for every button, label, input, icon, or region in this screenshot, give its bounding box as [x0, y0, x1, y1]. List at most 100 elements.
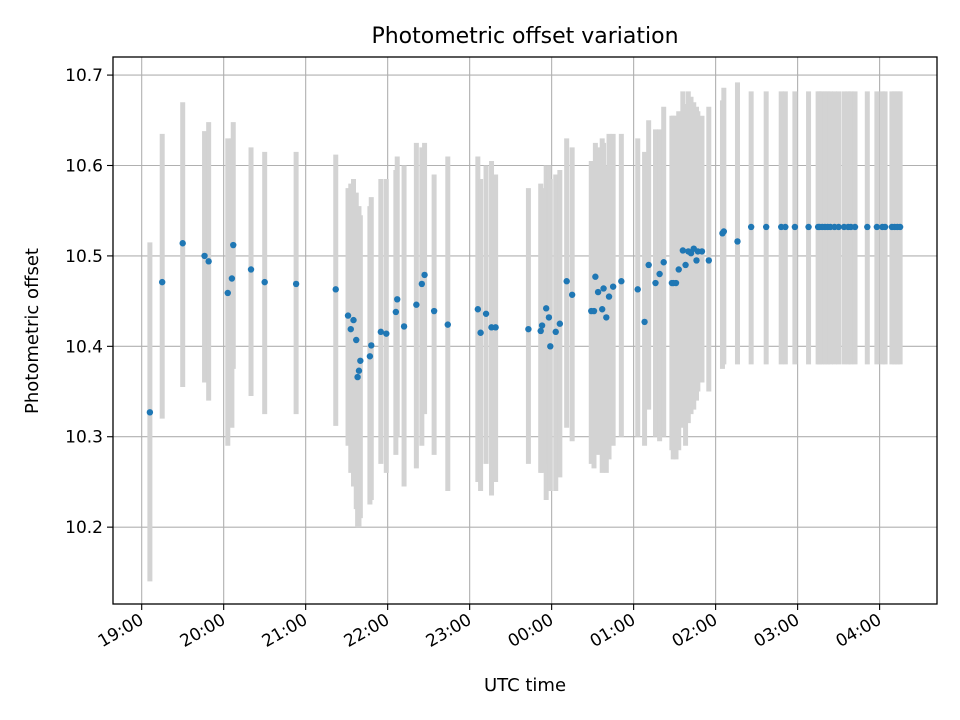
data-point: [782, 223, 789, 231]
data-point: [693, 257, 700, 264]
data-point: [477, 329, 484, 336]
x-tick-label: 00:00: [505, 610, 557, 652]
data-point: [592, 273, 599, 280]
x-tick-label: 04:00: [833, 610, 885, 652]
x-tick-label: 23:00: [423, 610, 475, 652]
data-point: [537, 327, 544, 335]
data-point: [158, 278, 166, 286]
data-point: [590, 307, 598, 315]
y-tick-label: 10.5: [65, 247, 103, 267]
data-point: [418, 280, 426, 288]
data-point: [383, 330, 390, 337]
error-bars: [147, 82, 903, 582]
data-point: [430, 307, 438, 315]
data-point: [652, 279, 659, 287]
data-point: [366, 353, 374, 360]
data-point: [552, 328, 559, 336]
y-tick-label: 10.6: [65, 156, 103, 176]
data-point: [645, 261, 652, 269]
data-point: [881, 223, 889, 231]
y-tick-label: 10.3: [65, 428, 103, 448]
data-point: [368, 342, 375, 349]
data-point: [556, 320, 564, 327]
data-point: [205, 258, 212, 265]
data-point: [394, 296, 401, 303]
data-point: [634, 286, 641, 293]
data-point: [873, 223, 881, 231]
data-point: [538, 322, 546, 329]
data-point: [641, 318, 648, 326]
x-tick-label: 01:00: [587, 610, 639, 652]
x-axis: 19:00 20:00 21:00 22:00 23:00 00:00 01:00 02:00…: [95, 604, 885, 652]
data-point: [377, 328, 385, 336]
data-point: [230, 241, 237, 249]
data-point: [594, 288, 602, 296]
data-point: [896, 223, 904, 231]
y-tick-label: 10.4: [65, 337, 103, 357]
data-point: [747, 223, 755, 231]
data-point: [762, 223, 770, 231]
data-point: [228, 275, 236, 282]
data-point: [547, 343, 554, 350]
data-point: [791, 223, 799, 231]
data-point: [605, 293, 613, 300]
plot-frame: [112, 56, 938, 605]
x-tick-label: 02:00: [669, 610, 721, 652]
data-point: [672, 279, 680, 287]
data-point: [179, 240, 186, 247]
data-point: [705, 257, 712, 264]
data-point: [675, 266, 682, 273]
data-point: [350, 316, 357, 324]
data-point: [392, 308, 400, 316]
data-point: [720, 228, 728, 235]
data-point: [805, 223, 812, 231]
data-point: [357, 357, 364, 364]
x-tick-label: 03:00: [751, 610, 803, 652]
x-axis-label: UTC time: [484, 675, 566, 696]
data-point: [568, 291, 576, 298]
x-tick-label: 20:00: [177, 610, 229, 652]
data-point: [224, 289, 231, 297]
x-tick-label: 21:00: [259, 610, 311, 652]
data-point: [835, 223, 842, 231]
data-point: [864, 223, 871, 231]
data-point: [851, 223, 859, 231]
data-point: [482, 310, 490, 317]
data-points: [146, 223, 904, 416]
data-point: [353, 336, 360, 344]
data-point: [609, 283, 617, 290]
y-tick-label: 10.2: [65, 518, 103, 538]
data-point: [600, 285, 607, 292]
data-point: [603, 314, 610, 321]
data-point: [698, 248, 706, 255]
data-point: [525, 325, 532, 333]
data-point: [355, 367, 363, 374]
data-point: [332, 286, 339, 293]
chart-title: Photometric offset variation: [371, 24, 678, 49]
data-point: [344, 312, 352, 319]
data-point: [563, 278, 570, 285]
x-tick-label: 22:00: [341, 610, 393, 652]
data-point: [682, 261, 689, 269]
data-point: [660, 259, 667, 266]
data-point: [400, 323, 408, 330]
y-tick-label: 10.7: [65, 66, 103, 86]
data-point: [618, 278, 625, 285]
data-point: [599, 306, 606, 313]
data-point: [413, 301, 420, 308]
data-point: [542, 305, 550, 312]
data-point: [421, 271, 428, 279]
data-point: [347, 325, 354, 333]
data-point: [474, 306, 482, 313]
y-axis: 10.2 10.3 10.4 10.5 10.6 10.7: [65, 66, 113, 538]
data-point: [354, 373, 361, 381]
data-point: [679, 247, 687, 254]
y-axis-label: Photometric offset: [22, 248, 43, 414]
data-point: [201, 252, 208, 260]
x-tick-label: 19:00: [95, 610, 147, 652]
data-point: [261, 278, 268, 286]
data-point: [545, 314, 553, 321]
data-point: [292, 280, 300, 288]
data-point: [492, 324, 499, 331]
